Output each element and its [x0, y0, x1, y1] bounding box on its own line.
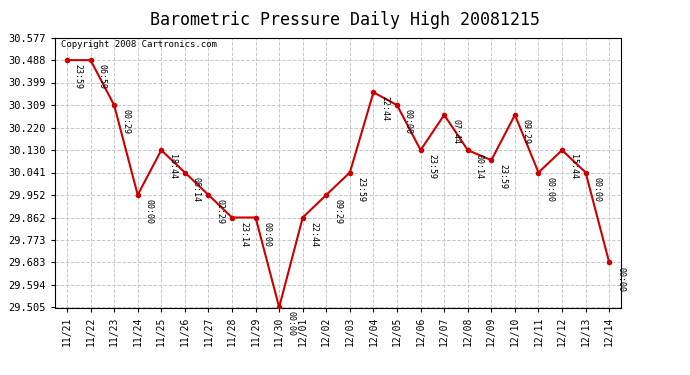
Text: 00:00: 00:00: [404, 109, 413, 134]
Text: 00:00: 00:00: [616, 267, 625, 292]
Text: 23:59: 23:59: [498, 164, 507, 189]
Text: 23:59: 23:59: [74, 64, 83, 89]
Text: 00:00: 00:00: [593, 177, 602, 202]
Text: 06:14: 06:14: [192, 177, 201, 202]
Text: 23:59: 23:59: [428, 154, 437, 179]
Text: 00:00: 00:00: [286, 311, 295, 336]
Text: 23:14: 23:14: [239, 222, 248, 247]
Text: 18:44: 18:44: [168, 154, 177, 179]
Text: 02:29: 02:29: [215, 199, 224, 224]
Text: 07:44: 07:44: [451, 119, 460, 144]
Text: 00:00: 00:00: [145, 199, 154, 224]
Text: 09:29: 09:29: [333, 199, 342, 224]
Text: 23:59: 23:59: [357, 177, 366, 202]
Text: 09:29: 09:29: [522, 119, 531, 144]
Text: 00:00: 00:00: [545, 177, 555, 202]
Text: 22:44: 22:44: [380, 96, 389, 122]
Text: 22:44: 22:44: [310, 222, 319, 247]
Text: 00:14: 00:14: [475, 154, 484, 179]
Text: Copyright 2008 Cartronics.com: Copyright 2008 Cartronics.com: [61, 40, 217, 49]
Text: 00:29: 00:29: [121, 109, 130, 134]
Text: 06:59: 06:59: [97, 64, 106, 89]
Text: 00:00: 00:00: [262, 222, 272, 247]
Text: Barometric Pressure Daily High 20081215: Barometric Pressure Daily High 20081215: [150, 11, 540, 29]
Text: 15:44: 15:44: [569, 154, 578, 179]
